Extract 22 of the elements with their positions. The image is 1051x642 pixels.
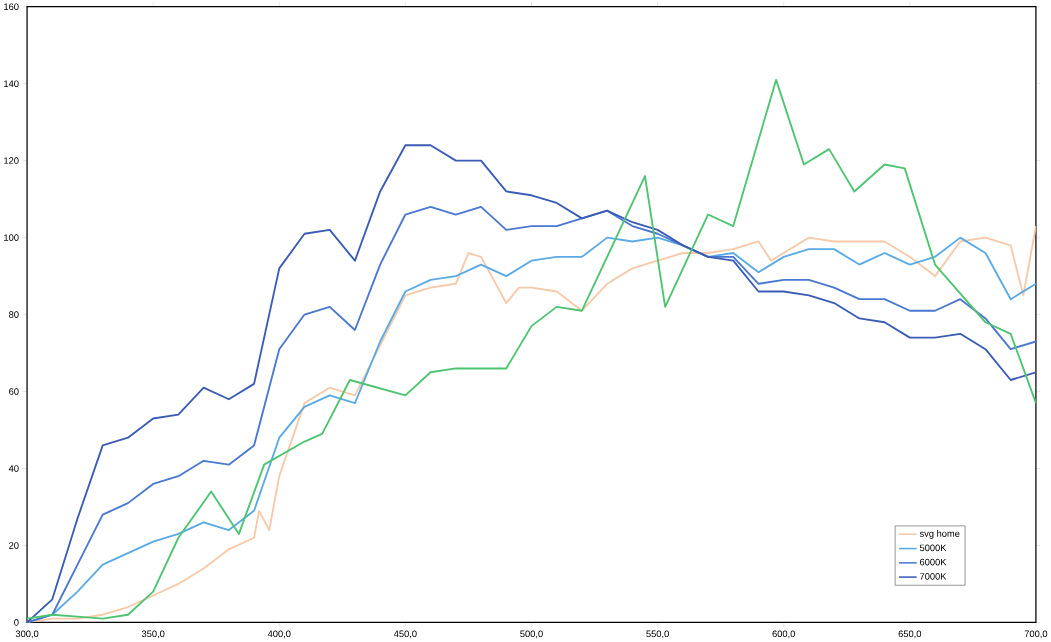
- x-tick-label: 350,0: [141, 630, 165, 639]
- x-tick-label: 700,0: [1024, 630, 1048, 639]
- x-tick-label: 650,0: [898, 630, 922, 639]
- y-tick-label: 80: [9, 311, 19, 319]
- x-tick-label: 550,0: [646, 630, 669, 639]
- y-tick-label: 60: [9, 388, 19, 396]
- y-tick-label: 120: [4, 157, 19, 165]
- legend-label: 6000K: [920, 558, 947, 566]
- x-tick-label: 300,0: [15, 630, 39, 639]
- legend-label: svg home: [919, 530, 960, 539]
- x-tick-label: 600,0: [772, 630, 795, 639]
- y-tick-label: 0: [14, 619, 19, 626]
- y-tick-label: 100: [4, 234, 19, 242]
- y-tick-label: 160: [4, 3, 19, 11]
- y-tick-label: 40: [8, 465, 19, 472]
- y-tick-label: 140: [4, 80, 19, 88]
- x-tick-label: 400,0: [267, 630, 291, 639]
- y-tick-label: 20: [9, 542, 19, 549]
- legend-label: 5000K: [919, 544, 947, 552]
- x-tick-label: 450,0: [393, 630, 417, 639]
- x-tick-label: 500,0: [520, 630, 543, 639]
- legend-label: 7000K: [920, 573, 947, 580]
